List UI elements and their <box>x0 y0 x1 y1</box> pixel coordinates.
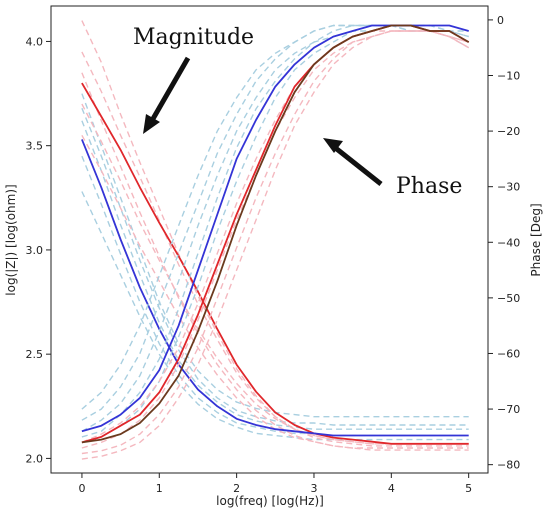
y-left-tick-label-1: 2.5 <box>26 348 44 361</box>
magnitude-line-3 <box>81 107 469 426</box>
phase-arrow <box>323 138 383 186</box>
y-right-tick-label-8: −80 <box>497 459 520 472</box>
phase-line-7 <box>81 24 470 444</box>
magnitude-line-8 <box>81 51 469 445</box>
y-right-tick-label-0: 0 <box>497 14 504 27</box>
axis-layer: 0 1 2 3 4 5 2.0 2.5 3.0 3.5 4.0 0 −10 −20 −30 −40 −50 −60… <box>26 14 521 495</box>
y-left-tick-label-3: 3.5 <box>26 140 44 153</box>
magnitude-line-6 <box>81 191 469 441</box>
magnitude-line-1 <box>81 139 469 437</box>
y-right-tick-label-3: −30 <box>497 181 520 194</box>
y-left-tick-label-4: 4.0 <box>26 35 44 48</box>
y-right-tick-label-6: −60 <box>497 347 520 360</box>
y-right-tick-label-7: −70 <box>497 403 520 416</box>
y-left-tick-label-0: 2.0 <box>26 452 44 465</box>
magnitude-arrow <box>143 56 191 134</box>
annotation-layer: Magnitude Phase <box>133 25 462 199</box>
phase-line-2 <box>81 24 470 444</box>
x-axis-label: log(freq) [log(Hz)] <box>216 494 324 508</box>
x-tick-label-4: 4 <box>388 482 395 495</box>
y-right-tick-label-1: −10 <box>497 69 520 82</box>
phase-line-11 <box>81 30 469 444</box>
magnitude-line-4 <box>81 120 469 430</box>
x-tick-label-2: 2 <box>233 482 240 495</box>
magnitude-annotation: Magnitude <box>133 25 254 50</box>
phase-line-8 <box>81 30 470 455</box>
magnitude-line-0 <box>81 82 469 445</box>
y-right-tick-label-5: −50 <box>497 292 520 305</box>
x-tick-label-1: 1 <box>156 482 163 495</box>
y-right-tick-label-4: −40 <box>497 236 520 249</box>
y-axis-label-right: Phase [Deg] <box>529 203 543 276</box>
phase-annotation: Phase <box>396 174 462 199</box>
x-tick-label-0: 0 <box>78 482 85 495</box>
series-layer <box>81 20 470 460</box>
y-left-tick-label-2: 3.0 <box>26 244 44 257</box>
y-axis-label-left: log(|Z|) [log(ohm)] <box>4 184 18 295</box>
x-tick-label-5: 5 <box>465 482 472 495</box>
plot-frame <box>50 5 489 474</box>
x-tick-label-3: 3 <box>310 482 317 495</box>
y-right-tick-label-2: −20 <box>497 125 520 138</box>
